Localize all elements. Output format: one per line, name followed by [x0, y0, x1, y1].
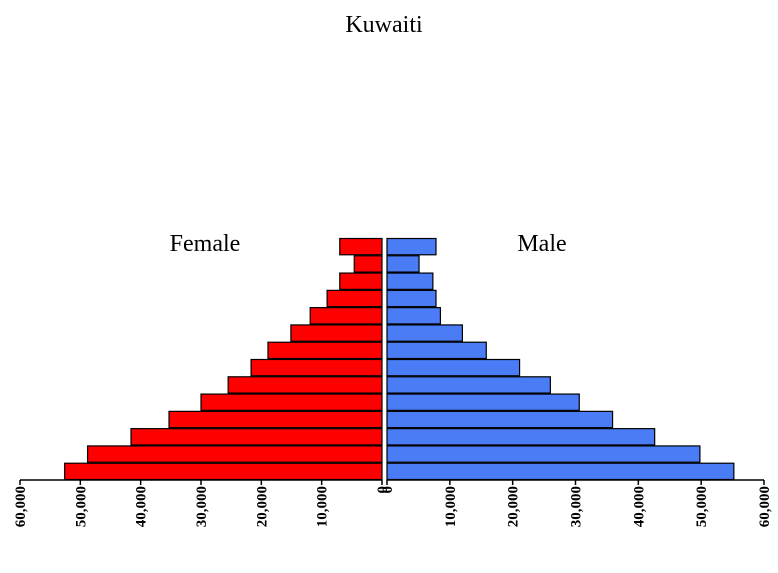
bar: [290, 324, 383, 342]
bar: [386, 358, 521, 377]
bar: [309, 307, 383, 325]
chart-title: Kuwaiti: [345, 12, 423, 38]
bar: [353, 255, 383, 273]
bar: [386, 307, 442, 325]
x-tick-label: 50,000: [73, 486, 89, 527]
x-tick-label: 50,000: [694, 486, 710, 527]
bar: [64, 462, 383, 481]
bar: [326, 289, 383, 308]
legend-label: Female: [170, 231, 241, 257]
x-tick-label: 60,000: [13, 486, 29, 527]
bar: [386, 289, 437, 308]
bar: [386, 376, 551, 394]
x-tick-label: 10,000: [443, 486, 459, 527]
bar: [130, 428, 383, 446]
x-tick-label: 30,000: [569, 486, 585, 527]
bar: [386, 445, 701, 463]
bar: [386, 341, 487, 360]
bar: [386, 393, 580, 411]
bar: [386, 237, 437, 256]
x-tick-label: 20,000: [254, 486, 270, 527]
bar: [267, 341, 383, 360]
bar: [250, 358, 383, 377]
x-tick-label: 60,000: [757, 486, 773, 527]
bar: [386, 462, 735, 481]
x-tick-label: 10,000: [315, 486, 331, 527]
bar: [168, 410, 383, 429]
x-tick-label: 40,000: [631, 486, 647, 527]
bar: [386, 255, 420, 273]
x-tick-label: 40,000: [134, 486, 150, 527]
bar: [386, 324, 464, 342]
x-tick-label: 30,000: [194, 486, 210, 527]
bar: [386, 428, 656, 446]
bar: [227, 376, 383, 394]
bar: [386, 272, 434, 290]
x-tick-label: 0: [380, 486, 396, 494]
bar: [386, 410, 614, 429]
legend-label: Male: [517, 231, 566, 257]
bar: [339, 272, 383, 290]
bar: [86, 445, 383, 463]
x-tick-label: 0: [375, 486, 391, 494]
bar: [339, 237, 383, 256]
x-tick-label: 20,000: [506, 486, 522, 527]
bar: [200, 393, 383, 411]
